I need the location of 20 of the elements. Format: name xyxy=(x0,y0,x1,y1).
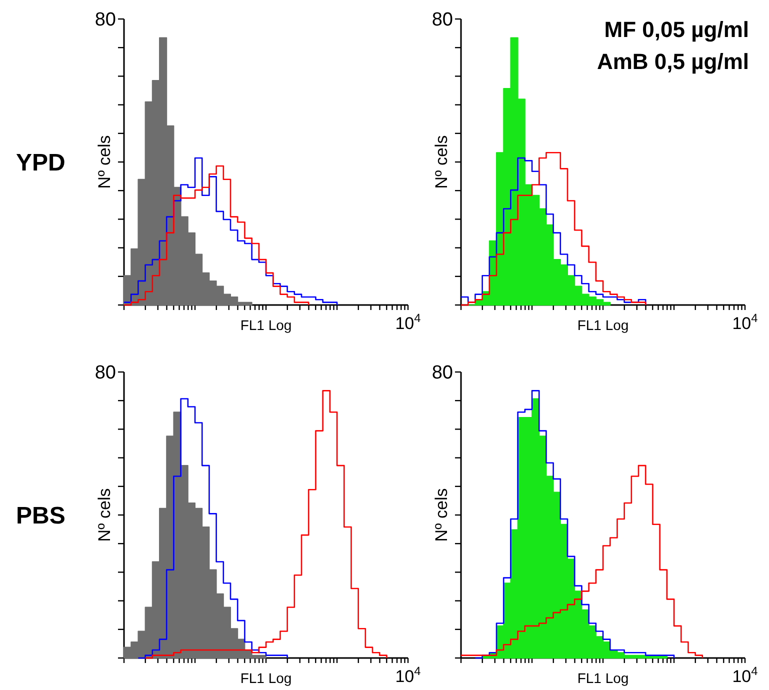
y-axis-title: Nº cels xyxy=(432,135,451,189)
text: 80 xyxy=(94,362,116,384)
x-axis-title: FL1 Log xyxy=(240,670,292,686)
text: 10$^{4}$ xyxy=(732,311,758,333)
text: PBS xyxy=(16,502,66,530)
text: 80 xyxy=(432,10,453,31)
text: YPD xyxy=(16,149,66,176)
annotation: AmB 0,5 µg/ml xyxy=(596,49,749,74)
x-axis-title: FL1 Log xyxy=(577,317,629,333)
text: 10$^{4}$ xyxy=(395,311,422,333)
x-axis-title: FL1 Log xyxy=(577,670,629,686)
y-axis-title: Nº cels xyxy=(95,135,114,189)
y-axis-title: Nº cels xyxy=(432,488,451,542)
text: 10$^{4}$ xyxy=(732,664,758,686)
x-axis-title: FL1 Log xyxy=(240,317,292,333)
y-axis-title: Nº cels xyxy=(95,488,114,542)
text: 80 xyxy=(94,10,116,31)
text: 80 xyxy=(432,362,453,384)
annotation: MF 0,05 µg/ml xyxy=(604,17,749,42)
text: 10$^{4}$ xyxy=(395,664,422,686)
